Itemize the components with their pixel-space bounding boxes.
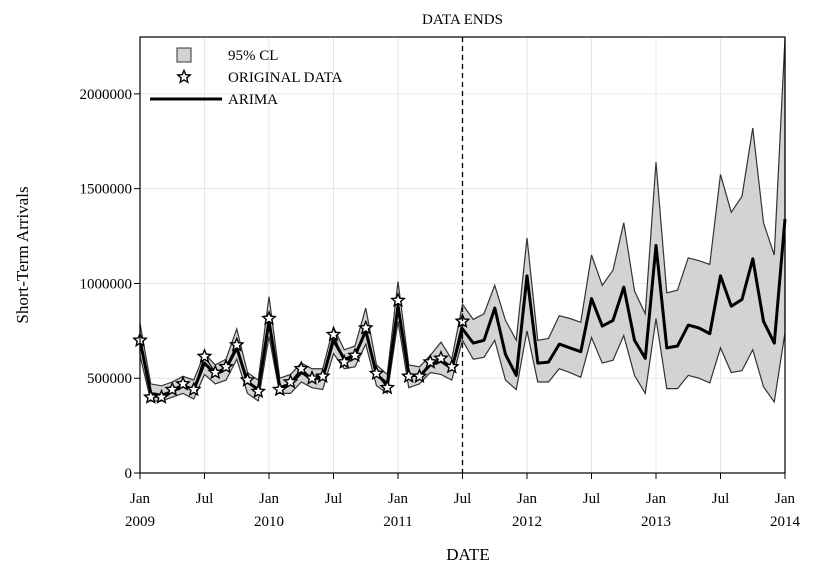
data-point	[433, 349, 449, 366]
data-point	[207, 364, 224, 380]
plot-frame	[139, 36, 786, 474]
y-tick-label: 0	[125, 466, 133, 482]
data-point	[185, 381, 202, 397]
x-tick-label: 2013	[641, 514, 671, 530]
x-tick-label: Jul	[712, 491, 730, 507]
x-tick-label: Jan	[646, 491, 666, 507]
x-axis-label: DATE	[446, 545, 489, 564]
y-tick-label: 2000000	[80, 87, 133, 103]
data-point	[390, 292, 406, 308]
x-tick-label: Jul	[196, 491, 214, 507]
x-tick-label: Jul	[454, 491, 472, 507]
data-point	[153, 388, 170, 404]
x-tick-label: Jan	[388, 491, 408, 507]
data-point	[239, 371, 256, 387]
x-tick-label: 2014	[770, 514, 801, 530]
legend-label: ORIGINAL DATA	[228, 70, 343, 86]
x-tick-label: Jan	[259, 491, 279, 507]
data-point	[422, 353, 439, 369]
data-point	[271, 381, 288, 397]
y-tick-label: 1000000	[80, 276, 133, 292]
data-point	[336, 353, 353, 369]
data-point	[443, 358, 460, 374]
y-tick-label: 1500000	[80, 182, 133, 198]
data-point	[368, 365, 385, 381]
x-tick-label: 2009	[125, 514, 155, 530]
y-axis-label: Short-Term Arrivals	[13, 186, 32, 323]
legend-swatch	[176, 47, 192, 63]
legend-label: 95% CL	[228, 48, 278, 64]
y-tick-label: 500000	[87, 371, 132, 387]
data-point	[218, 358, 234, 374]
data-point	[164, 381, 181, 397]
data-point	[379, 379, 396, 395]
x-tick-label: 2011	[383, 514, 412, 530]
x-tick-label: Jan	[517, 491, 537, 507]
data-point	[196, 348, 213, 364]
x-tick-label: 2012	[512, 514, 542, 530]
data-point	[347, 347, 363, 363]
data-point	[293, 360, 310, 376]
data-point	[304, 369, 320, 385]
data-point	[411, 367, 428, 384]
data-point	[250, 383, 267, 399]
x-tick-label: Jan	[130, 491, 150, 507]
x-tick-label: Jan	[775, 491, 795, 507]
annotation: DATA ENDS	[422, 12, 503, 28]
legend-swatch	[176, 68, 192, 84]
legend-label: ARIMA	[228, 92, 278, 108]
data-point	[325, 326, 342, 342]
data-point	[261, 310, 277, 326]
x-tick-label: 2010	[254, 514, 284, 530]
data-point	[282, 373, 299, 389]
x-tick-label: Jul	[583, 491, 601, 507]
x-tick-label: Jul	[325, 491, 343, 507]
data-point	[228, 336, 245, 352]
data-point	[357, 319, 374, 335]
data-point	[175, 375, 191, 391]
data-point	[314, 367, 331, 384]
